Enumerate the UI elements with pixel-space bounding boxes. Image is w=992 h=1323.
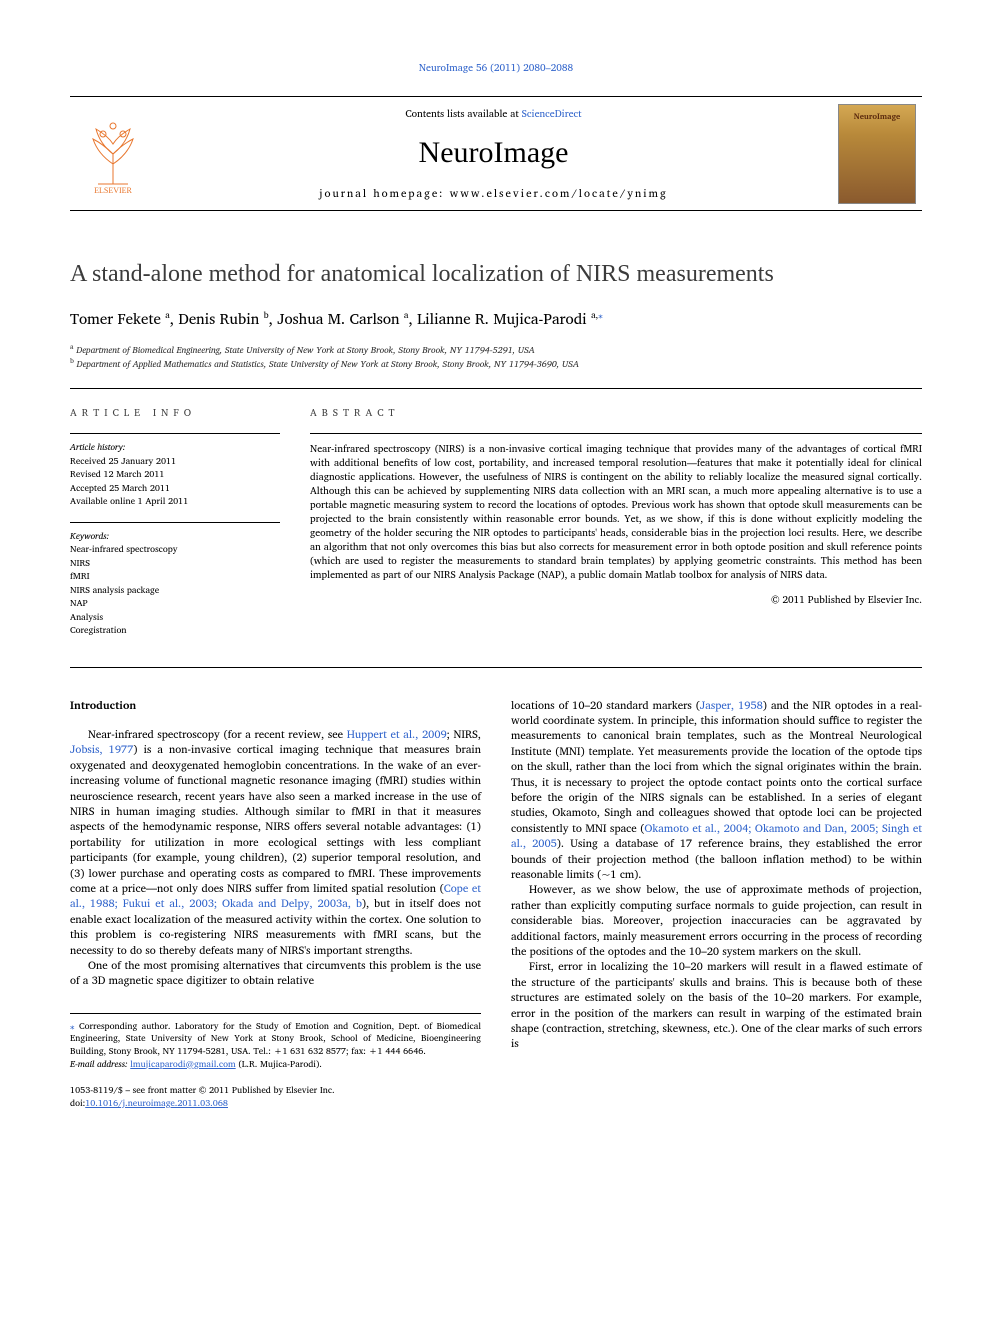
top-divider — [70, 388, 922, 389]
keyword-lines: Near-infrared spectroscopyNIRSfMRINIRS a… — [70, 541, 178, 637]
body-para: Near-infrared spectroscopy (for a recent… — [70, 727, 481, 958]
author-line: Tomer Fekete a, Denis Rubin b, Joshua M.… — [70, 306, 922, 331]
abstract-heading: abstract — [310, 405, 922, 421]
abstract-text: Near-infrared spectroscopy (NIRS) is a n… — [310, 442, 922, 582]
mid-divider — [70, 667, 922, 668]
corr-email-link[interactable]: lmujicaparodi@gmail.com — [130, 1056, 235, 1071]
body-right-column: locations of 10–20 standard markers (Jas… — [511, 698, 922, 1110]
contents-prefix: Contents lists available at — [405, 106, 521, 122]
body-para: One of the most promising alternatives t… — [70, 958, 481, 989]
body-para: locations of 10–20 standard markers (Jas… — [511, 698, 922, 883]
journal-cover-container: NeuroImage — [832, 104, 922, 204]
section-heading-introduction: Introduction — [70, 698, 481, 713]
affiliations-block: a Department of Biomedical Engineering, … — [70, 343, 922, 370]
abstract-sub-divider — [310, 433, 922, 434]
info-sub-divider-1 — [70, 433, 280, 434]
citation-line: NeuroImage 56 (2011) 2080–2088 — [70, 60, 922, 76]
left-paragraphs: Near-infrared spectroscopy (for a recent… — [70, 727, 481, 989]
cover-label: NeuroImage — [854, 109, 901, 123]
sciencedirect-link[interactable]: ScienceDirect — [522, 106, 582, 122]
bottom-meta: 1053-8119/$ – see front matter © 2011 Pu… — [70, 1084, 481, 1109]
abstract-column: abstract Near-infrared spectroscopy (NIR… — [310, 405, 922, 637]
contents-lists-line: Contents lists available at ScienceDirec… — [155, 106, 832, 122]
masthead-center: Contents lists available at ScienceDirec… — [155, 106, 832, 202]
email-footnote: E-mail address: lmujicaparodi@gmail.com … — [70, 1058, 481, 1071]
publisher-logo-container: ELSEVIER — [70, 114, 155, 194]
keywords-block: Keywords: Near-infrared spectroscopyNIRS… — [70, 522, 280, 637]
page-root: NeuroImage 56 (2011) 2080–2088 ELSEVIER — [0, 0, 992, 1149]
svg-text:ELSEVIER: ELSEVIER — [94, 186, 132, 194]
abstract-copyright: © 2011 Published by Elsevier Inc. — [310, 592, 922, 608]
corr-text: Corresponding author. Laboratory for the… — [70, 1018, 481, 1058]
article-title: A stand-alone method for anatomical loca… — [70, 261, 922, 288]
doi-prefix: doi: — [70, 1095, 85, 1110]
body-para: However, as we show below, the use of ap… — [511, 882, 922, 959]
corresponding-author-footnote: ⁎ Corresponding author. Laboratory for t… — [70, 1020, 481, 1058]
email-label: E-mail address: — [70, 1056, 128, 1071]
journal-title: NeuroImage — [155, 136, 832, 170]
masthead: ELSEVIER Contents lists available at Sci… — [70, 96, 922, 211]
body-para: First, error in localizing the 10–20 mar… — [511, 959, 922, 1051]
doi-line: doi:10.1016/j.neuroimage.2011.03.068 — [70, 1097, 481, 1110]
info-abstract-row: article info Article history: Received 2… — [70, 405, 922, 637]
journal-homepage-line: journal homepage: www.elsevier.com/locat… — [155, 184, 832, 202]
body-two-column: Introduction Near-infrared spectroscopy … — [70, 698, 922, 1110]
article-info-heading: article info — [70, 405, 280, 421]
journal-cover-thumbnail: NeuroImage — [838, 104, 916, 204]
info-sub-divider-2 — [70, 522, 280, 523]
body-left-column: Introduction Near-infrared spectroscopy … — [70, 698, 481, 1110]
email-suffix: (L.R. Mujica-Parodi). — [238, 1056, 322, 1071]
history-lines: Received 25 January 2011Revised 12 March… — [70, 453, 188, 509]
footnotes-block: ⁎ Corresponding author. Laboratory for t… — [70, 1013, 481, 1070]
doi-link[interactable]: 10.1016/j.neuroimage.2011.03.068 — [85, 1095, 228, 1110]
article-info-column: article info Article history: Received 2… — [70, 405, 280, 637]
right-paragraphs: locations of 10–20 standard markers (Jas… — [511, 698, 922, 1052]
elsevier-tree-logo: ELSEVIER — [78, 114, 148, 194]
